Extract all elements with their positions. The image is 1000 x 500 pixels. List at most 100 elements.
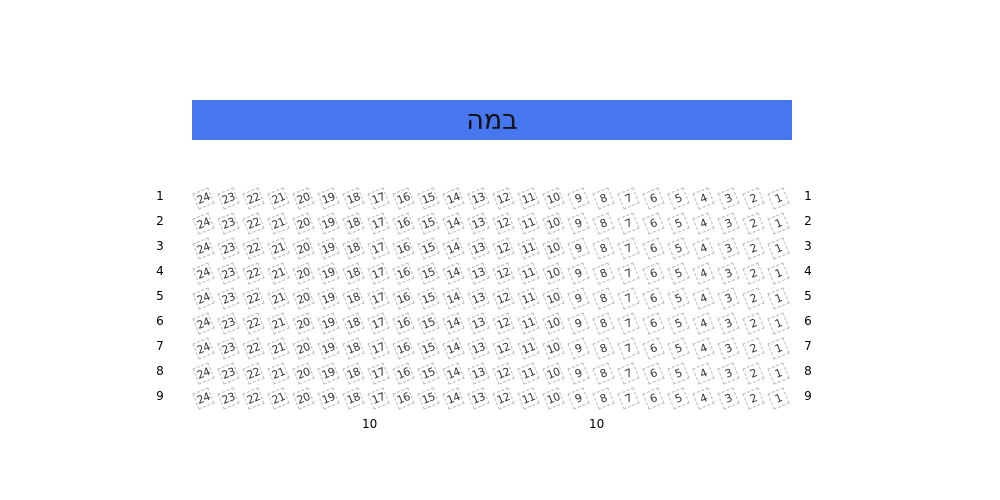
seat[interactable]: 16 <box>392 287 415 310</box>
seat[interactable]: 19 <box>317 312 340 335</box>
seat[interactable]: 13 <box>467 362 490 385</box>
seat[interactable]: 4 <box>692 312 715 335</box>
seat[interactable]: 21 <box>267 387 290 410</box>
seat[interactable]: 14 <box>442 287 465 310</box>
seat[interactable]: 19 <box>317 212 340 235</box>
seat[interactable]: 2 <box>742 362 765 385</box>
seat[interactable]: 21 <box>267 312 290 335</box>
seat[interactable]: 13 <box>467 387 490 410</box>
seat[interactable]: 15 <box>417 237 440 260</box>
seat[interactable]: 11 <box>517 387 540 410</box>
seat[interactable]: 18 <box>342 212 365 235</box>
seat[interactable]: 24 <box>192 312 215 335</box>
seat[interactable]: 20 <box>292 262 315 285</box>
seat[interactable]: 2 <box>742 237 765 260</box>
seat[interactable]: 1 <box>767 237 790 260</box>
seat[interactable]: 9 <box>567 187 590 210</box>
seat[interactable]: 6 <box>642 337 665 360</box>
seat[interactable]: 15 <box>417 362 440 385</box>
seat[interactable]: 13 <box>467 187 490 210</box>
seat[interactable]: 13 <box>467 237 490 260</box>
seat[interactable]: 24 <box>192 262 215 285</box>
seat[interactable]: 24 <box>192 287 215 310</box>
seat[interactable]: 12 <box>492 287 515 310</box>
seat[interactable]: 3 <box>717 237 740 260</box>
seat[interactable]: 6 <box>642 312 665 335</box>
seat[interactable]: 5 <box>667 237 690 260</box>
seat[interactable]: 18 <box>342 287 365 310</box>
seat[interactable]: 19 <box>317 337 340 360</box>
seat[interactable]: 3 <box>717 212 740 235</box>
seat[interactable]: 13 <box>467 262 490 285</box>
seat[interactable]: 20 <box>292 337 315 360</box>
seat[interactable]: 12 <box>492 187 515 210</box>
seat[interactable]: 6 <box>642 187 665 210</box>
seat[interactable]: 14 <box>442 187 465 210</box>
seat[interactable]: 8 <box>592 237 615 260</box>
seat[interactable]: 7 <box>617 312 640 335</box>
seat[interactable]: 13 <box>467 287 490 310</box>
seat[interactable]: 4 <box>692 187 715 210</box>
seat[interactable]: 3 <box>717 262 740 285</box>
seat[interactable]: 23 <box>217 287 240 310</box>
seat[interactable]: 5 <box>667 287 690 310</box>
seat[interactable]: 19 <box>317 187 340 210</box>
seat[interactable]: 8 <box>592 337 615 360</box>
seat[interactable]: 19 <box>317 237 340 260</box>
seat[interactable]: 23 <box>217 337 240 360</box>
seat[interactable]: 7 <box>617 237 640 260</box>
seat[interactable]: 3 <box>717 287 740 310</box>
seat[interactable]: 23 <box>217 237 240 260</box>
seat[interactable]: 19 <box>317 362 340 385</box>
seat[interactable]: 4 <box>692 287 715 310</box>
seat[interactable]: 17 <box>367 312 390 335</box>
seat[interactable]: 16 <box>392 212 415 235</box>
seat[interactable]: 5 <box>667 387 690 410</box>
seat[interactable]: 1 <box>767 337 790 360</box>
seat[interactable]: 7 <box>617 212 640 235</box>
seat[interactable]: 21 <box>267 237 290 260</box>
seat[interactable]: 11 <box>517 187 540 210</box>
seat[interactable]: 23 <box>217 262 240 285</box>
seat[interactable]: 23 <box>217 362 240 385</box>
seat[interactable]: 22 <box>242 287 265 310</box>
seat[interactable]: 5 <box>667 337 690 360</box>
seat[interactable]: 11 <box>517 287 540 310</box>
seat[interactable]: 2 <box>742 287 765 310</box>
seat[interactable]: 10 <box>542 187 565 210</box>
seat[interactable]: 22 <box>242 212 265 235</box>
seat[interactable]: 20 <box>292 187 315 210</box>
seat[interactable]: 2 <box>742 337 765 360</box>
seat[interactable]: 13 <box>467 337 490 360</box>
seat[interactable]: 1 <box>767 187 790 210</box>
seat[interactable]: 24 <box>192 387 215 410</box>
seat[interactable]: 4 <box>692 212 715 235</box>
seat[interactable]: 8 <box>592 287 615 310</box>
seat[interactable]: 6 <box>642 362 665 385</box>
seat[interactable]: 8 <box>592 362 615 385</box>
seat[interactable]: 16 <box>392 187 415 210</box>
seat[interactable]: 11 <box>517 237 540 260</box>
seat[interactable]: 15 <box>417 337 440 360</box>
seat[interactable]: 15 <box>417 262 440 285</box>
seat[interactable]: 14 <box>442 362 465 385</box>
seat[interactable]: 20 <box>292 387 315 410</box>
seat[interactable]: 18 <box>342 362 365 385</box>
seat[interactable]: 3 <box>717 187 740 210</box>
seat[interactable]: 18 <box>342 237 365 260</box>
seat[interactable]: 19 <box>317 262 340 285</box>
seat[interactable]: 18 <box>342 262 365 285</box>
seat[interactable]: 17 <box>367 362 390 385</box>
seat[interactable]: 13 <box>467 312 490 335</box>
seat[interactable]: 9 <box>567 312 590 335</box>
seat[interactable]: 20 <box>292 312 315 335</box>
seat[interactable]: 2 <box>742 262 765 285</box>
seat[interactable]: 15 <box>417 387 440 410</box>
seat[interactable]: 15 <box>417 312 440 335</box>
seat[interactable]: 9 <box>567 362 590 385</box>
seat[interactable]: 12 <box>492 262 515 285</box>
seat[interactable]: 24 <box>192 187 215 210</box>
seat[interactable]: 19 <box>317 387 340 410</box>
seat[interactable]: 14 <box>442 387 465 410</box>
seat[interactable]: 21 <box>267 212 290 235</box>
